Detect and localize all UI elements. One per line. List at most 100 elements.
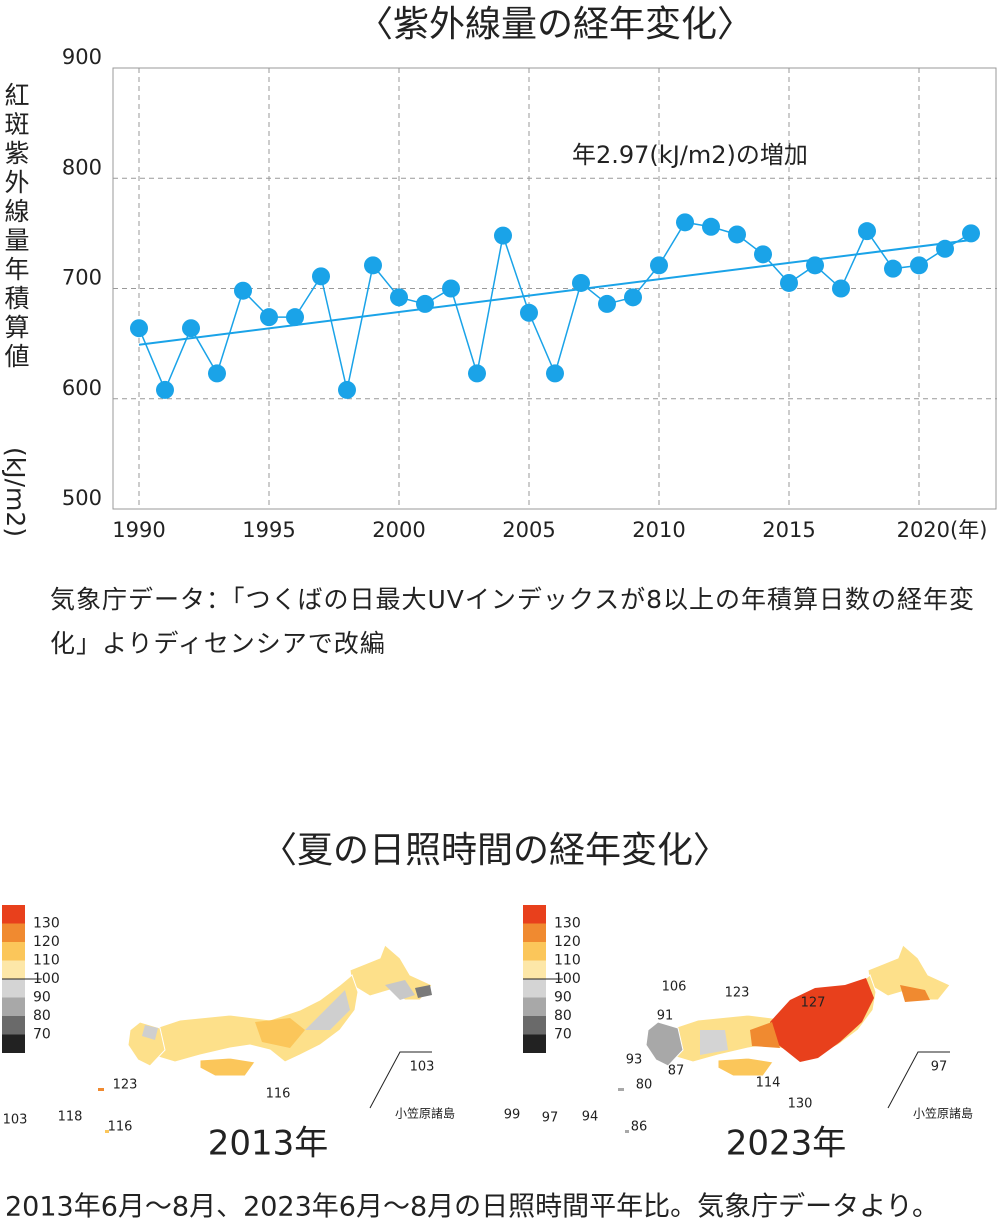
data-point xyxy=(468,364,486,383)
legend-label: 120 xyxy=(33,934,60,950)
map-value-label: 116 xyxy=(266,1087,291,1102)
data-point xyxy=(806,256,824,275)
data-point xyxy=(156,380,174,399)
data-point xyxy=(936,239,954,258)
data-point xyxy=(598,294,616,313)
map-value-label: 114 xyxy=(756,1076,781,1091)
y-tick-label: 500 xyxy=(62,486,102,510)
map-value-label: 87 xyxy=(668,1064,685,1079)
legend-label: 80 xyxy=(554,1008,572,1024)
legend-swatch xyxy=(523,1034,546,1053)
x-tick-label: 2015 xyxy=(762,518,815,542)
legend-label: 130 xyxy=(33,916,60,932)
legend-label: 90 xyxy=(554,990,572,1006)
data-point xyxy=(286,308,304,327)
map-value-label: 103 xyxy=(410,1060,435,1075)
y-axis-unit: (kJ/m2) xyxy=(1,447,30,537)
legend-label: 120 xyxy=(554,934,581,950)
data-point xyxy=(676,213,694,232)
data-point xyxy=(702,217,720,236)
map-value-label: 123 xyxy=(725,986,750,1001)
data-point xyxy=(260,308,278,327)
data-point xyxy=(338,380,356,399)
map-2013 xyxy=(98,944,433,1133)
y-tick-label: 900 xyxy=(62,45,102,69)
data-point xyxy=(312,267,330,286)
data-point xyxy=(390,288,408,307)
map-value-label: 91 xyxy=(657,1009,674,1024)
data-point xyxy=(780,273,798,292)
legend-swatch xyxy=(523,923,546,942)
legend-swatch xyxy=(523,905,546,924)
data-point xyxy=(520,303,538,322)
data-point xyxy=(832,279,850,298)
chart-title: 〈紫外線量の経年変化〉 xyxy=(357,4,753,45)
data-point xyxy=(572,273,590,292)
data-point xyxy=(728,225,746,244)
legend-label: 100 xyxy=(554,971,581,987)
footnote: 2013年6月〜8月、2023年6月〜8月の日照時間平年比。気象庁データより。 xyxy=(5,1192,939,1223)
source-note: 気象庁データ：「つくばの日最大UVインデックスが8以上の年積算日数の経年変化」よ… xyxy=(50,585,976,658)
map-caption: 2013年 xyxy=(208,1124,329,1164)
annotation: 年2.97(kJ/m2)の増加 xyxy=(572,141,808,169)
map-value-label: 86 xyxy=(631,1120,648,1135)
data-point xyxy=(546,364,564,383)
map-value-label: 118 xyxy=(58,1110,83,1125)
maps-title: 〈夏の日照時間の経年変化〉 xyxy=(261,830,729,871)
data-point xyxy=(884,259,902,278)
data-point xyxy=(234,281,252,300)
map-value-label: 130 xyxy=(788,1097,813,1112)
data-point xyxy=(416,294,434,313)
islands-label: 小笠原諸島 xyxy=(913,1106,973,1121)
y-tick-label: 800 xyxy=(62,155,102,179)
legend-swatch xyxy=(523,942,546,961)
x-tick-label: 2000 xyxy=(372,518,425,542)
x-tick-label: 2020(年) xyxy=(897,518,988,542)
map-value-label: 123 xyxy=(113,1078,138,1093)
data-point xyxy=(650,256,668,275)
legend-swatch xyxy=(523,979,546,998)
x-tick-label: 2010 xyxy=(632,518,685,542)
map-value-label: 103 xyxy=(3,1113,28,1128)
data-point xyxy=(494,226,512,245)
data-point xyxy=(130,319,148,338)
map-2023 xyxy=(618,944,951,1133)
x-tick-label: 1990 xyxy=(112,518,165,542)
map-value-label: 94 xyxy=(582,1110,599,1125)
legend-swatch xyxy=(2,960,25,979)
legend-label: 90 xyxy=(33,990,51,1006)
data-point xyxy=(208,364,226,383)
data-point xyxy=(364,256,382,275)
plot-frame xyxy=(112,67,997,510)
legend-swatch xyxy=(2,1016,25,1035)
legend-swatch xyxy=(2,997,25,1016)
y-tick-label: 600 xyxy=(62,376,102,400)
legend-label: 110 xyxy=(33,953,60,969)
legend-swatch xyxy=(2,979,25,998)
data-point xyxy=(962,224,980,243)
legend-swatch xyxy=(2,905,25,924)
map-value-label: 80 xyxy=(636,1078,653,1093)
map-value-label: 106 xyxy=(662,980,687,995)
legend-label: 130 xyxy=(554,916,581,932)
legend-swatch xyxy=(523,1016,546,1035)
map-value-label: 116 xyxy=(108,1120,133,1135)
x-tick-label: 1995 xyxy=(242,518,295,542)
data-point xyxy=(754,245,772,264)
map-value-label: 99 xyxy=(504,1108,521,1123)
y-axis-label: 紅斑紫外線量年積算値 xyxy=(1,82,30,372)
x-tick-label: 2005 xyxy=(502,518,555,542)
islands-label: 小笠原諸島 xyxy=(395,1106,455,1121)
map-value-label: 97 xyxy=(542,1111,559,1126)
legend-label: 110 xyxy=(554,953,581,969)
legend-label: 100 xyxy=(33,971,60,987)
data-point xyxy=(442,279,460,298)
legend-swatch xyxy=(2,923,25,942)
map-value-label: 97 xyxy=(931,1060,948,1075)
data-point xyxy=(624,288,642,307)
map-value-label: 127 xyxy=(801,996,826,1011)
map-caption: 2023年 xyxy=(726,1124,847,1164)
legend-swatch xyxy=(523,997,546,1016)
